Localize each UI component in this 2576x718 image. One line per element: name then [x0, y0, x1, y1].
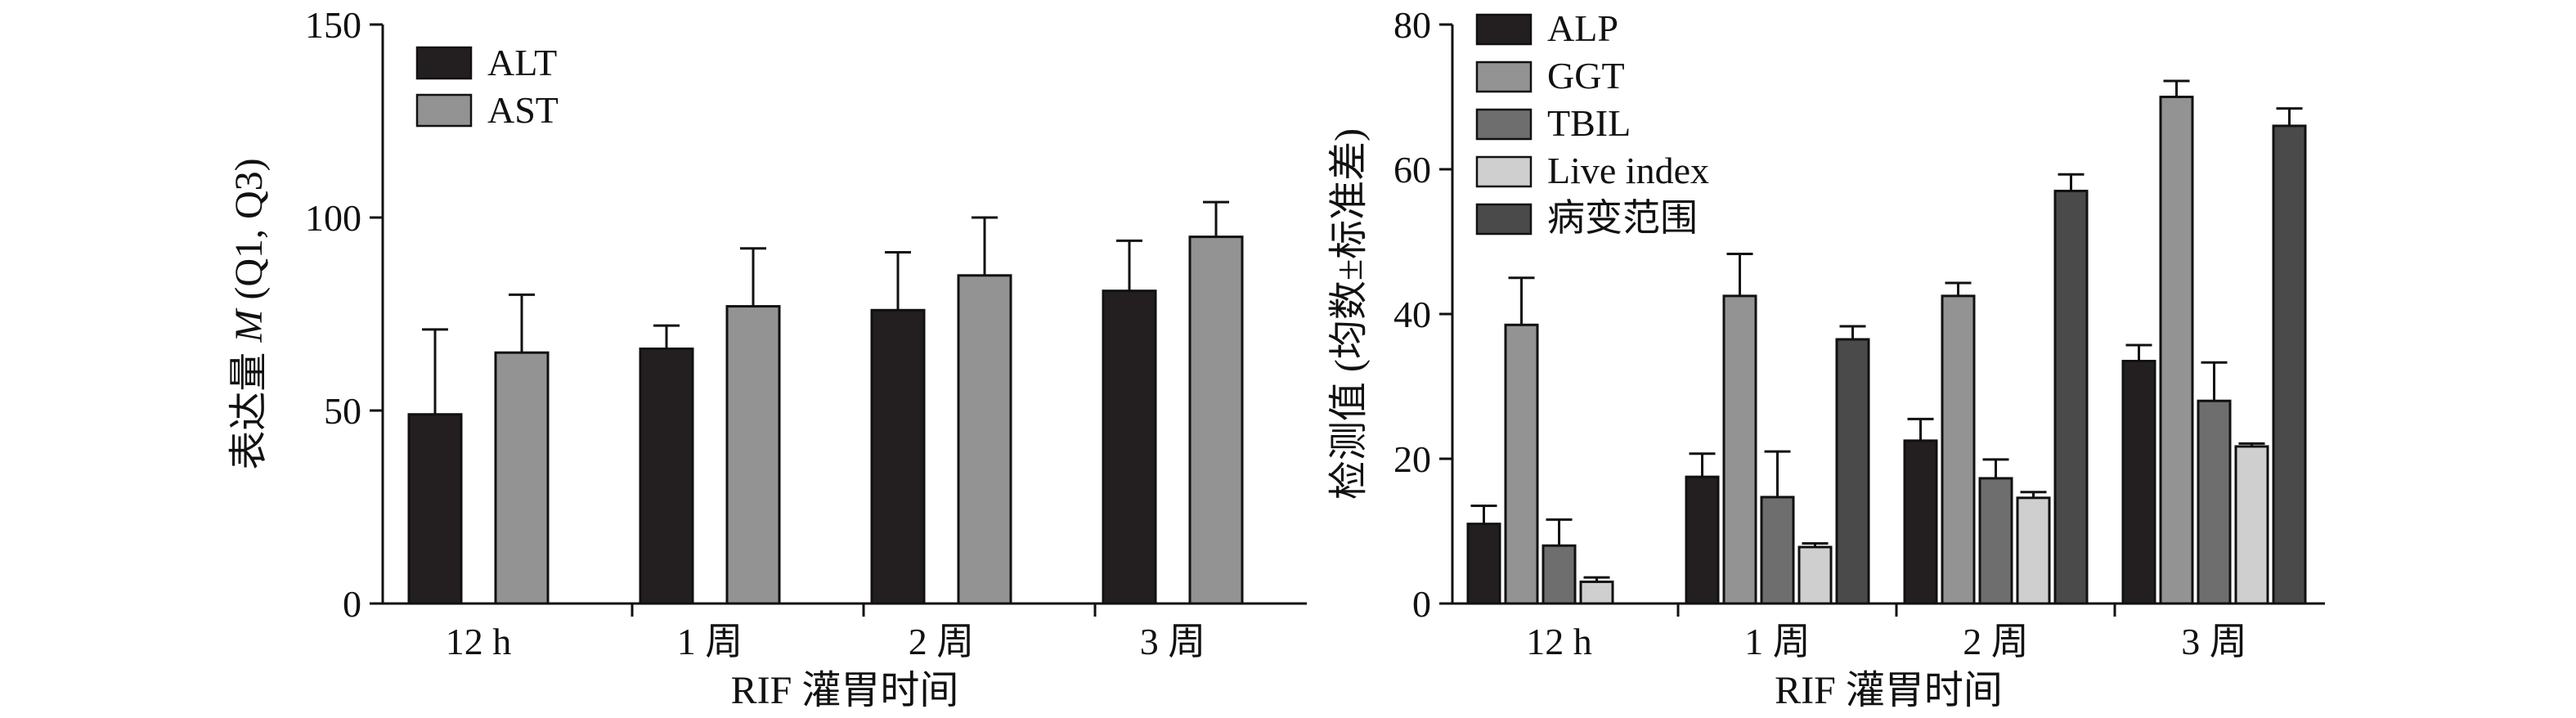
x-tick-label: 2 周 [909, 621, 975, 662]
y-axis-title-part: (Q1, Q3) [227, 158, 271, 309]
bar-ast [494, 351, 550, 605]
bar-alp [1903, 439, 1938, 605]
y-axis-title: 检测值 (均数±标准差) [1327, 128, 1371, 500]
legend-swatch [415, 46, 473, 80]
legend-label: ALP [1547, 7, 1618, 49]
y-tick-label: 20 [1393, 438, 1431, 480]
x-tick-label: 3 周 [2181, 621, 2247, 662]
bar-live-index [1579, 580, 1614, 605]
legend-swatch [1475, 13, 1533, 46]
x-tick-label: 2 周 [1963, 621, 2029, 662]
y-tick-label: 0 [343, 583, 361, 625]
legend-label: Live index [1547, 150, 1709, 191]
x-tick-label: 1 周 [677, 621, 743, 662]
bar-live-index [1797, 545, 1833, 605]
bar-alt [407, 413, 463, 605]
legend-label: AST [487, 89, 559, 131]
legend-label: ALT [487, 42, 557, 83]
y-tick-label: 60 [1393, 149, 1431, 191]
x-tick-label: 12 h [446, 621, 512, 662]
x-axis-title: RIF 灌胃时间 [731, 669, 959, 712]
bar-alp [2121, 360, 2156, 605]
legend-label: 病变范围 [1547, 197, 1698, 239]
bar-ast [1188, 236, 1244, 605]
y-tick-label: 80 [1393, 4, 1431, 46]
x-tick-label: 1 周 [1744, 621, 1811, 662]
left-chart: 0 50 100 150 12 h 1 周 2 周 3 周 ALT AST RIF 灌胃时间 表达量 … [227, 4, 1307, 712]
bar-alp [1466, 523, 1501, 605]
bar-tbil [1978, 477, 2013, 605]
bar-alt [870, 308, 926, 605]
bar-tbil [1760, 496, 1795, 605]
bar-病变范围 [1835, 338, 1870, 605]
legend-swatch [1475, 61, 1533, 93]
y-axis-title: 表达量 M (Q1, Q3) [227, 158, 271, 469]
y-axis-title-part: M [227, 307, 271, 343]
bar-ggt [1504, 323, 1539, 605]
bar-tbil [1542, 544, 1577, 605]
bar-ast [957, 274, 1012, 605]
y-tick-label: 40 [1393, 294, 1431, 335]
y-tick-label: 100 [305, 197, 361, 239]
legend-swatch [1475, 203, 1533, 236]
y-axis-title-part: 表达量 [227, 343, 271, 470]
bar-病变范围 [2053, 190, 2089, 605]
right-chart: 0 20 40 60 80 12 h 1 周 2 周 3 周 ALP GGT TBIL Live ind… [1327, 4, 2325, 712]
bar-ggt [1722, 294, 1757, 605]
bar-ggt [1941, 294, 1976, 605]
bar-alp [1685, 475, 1720, 605]
y-tick-label: 150 [305, 4, 361, 46]
x-tick-label: 3 周 [1140, 621, 1206, 662]
legend-swatch [1475, 155, 1533, 188]
bar-live-index [2234, 445, 2269, 605]
legend-swatch [1475, 108, 1533, 141]
x-axis-title: RIF 灌胃时间 [1775, 669, 2003, 712]
bar-alt [1102, 289, 1157, 605]
bar-ggt [2159, 96, 2194, 605]
y-tick-label: 0 [1412, 583, 1431, 625]
legend-label: GGT [1547, 55, 1625, 96]
legend-label: TBIL [1547, 102, 1631, 144]
bar-ast [725, 305, 781, 605]
bar-live-index [2016, 496, 2051, 605]
bar-tbil [2197, 399, 2232, 605]
bar-病变范围 [2272, 124, 2307, 605]
legend-swatch [415, 93, 473, 128]
y-tick-label: 50 [324, 390, 361, 432]
x-tick-label: 12 h [1526, 621, 1592, 662]
bar-alt [639, 347, 694, 605]
